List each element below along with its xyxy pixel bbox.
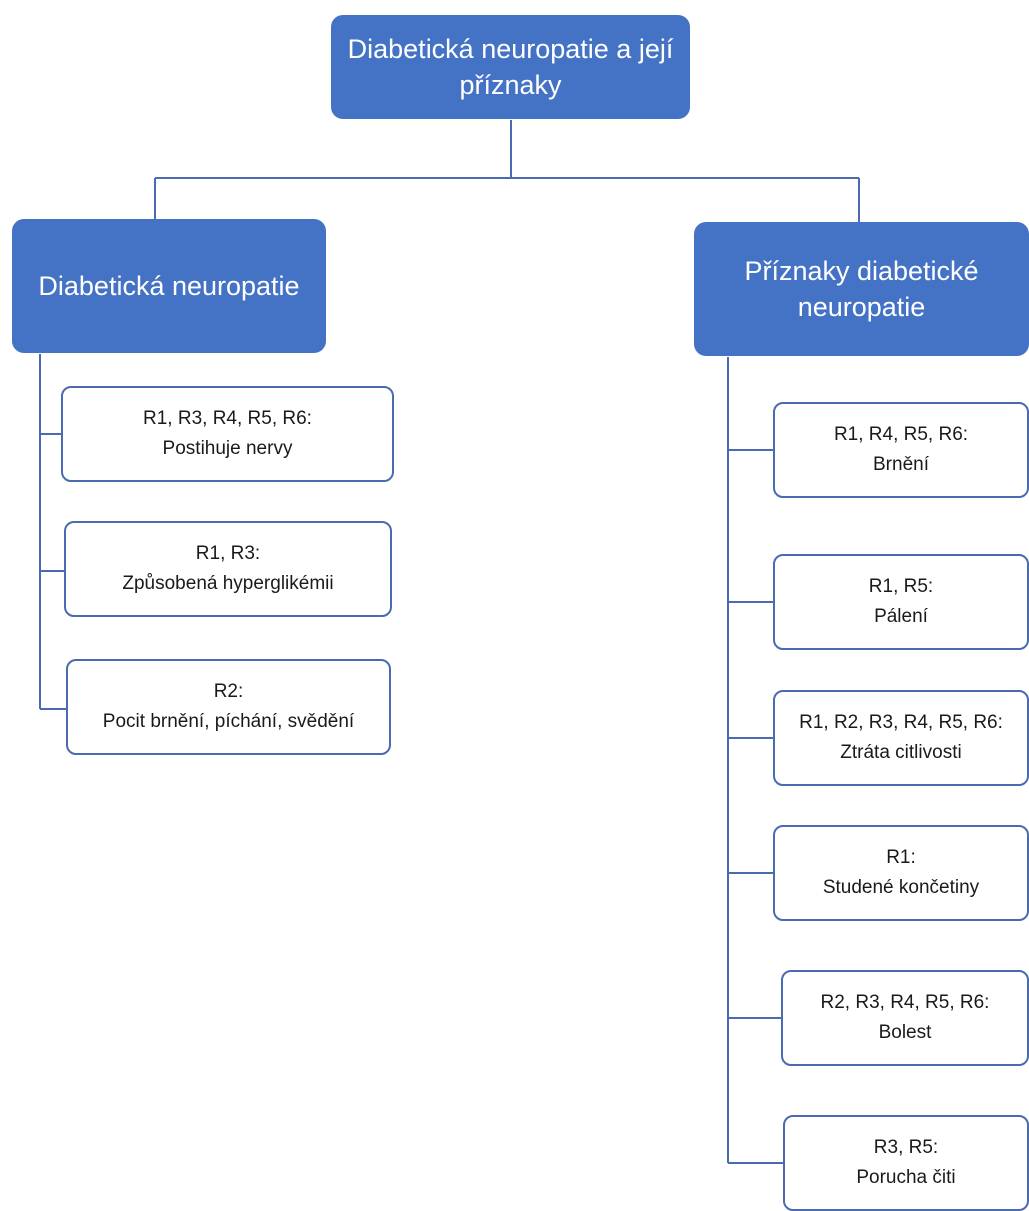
category-title-line-2: neuropatie [797, 292, 926, 322]
leaf-node-zpusobena-hyperglikemii: R1, R3: Způsobená hyperglikémii [64, 521, 392, 617]
leaf-text: Studené končetiny [822, 877, 980, 898]
category-title: Diabetická neuropatie [38, 271, 300, 301]
leaf-text: Brnění [873, 454, 929, 475]
leaf-refs: R1: [886, 847, 916, 868]
leaf-text: Pocit brnění, píchání, svědění [102, 711, 355, 732]
leaf-refs: R2: [213, 681, 244, 702]
leaf-node-bolest: R2, R3, R4, R5, R6: Bolest [781, 970, 1029, 1066]
leaf-node-ztrata-citlivosti: R1, R2, R3, R4, R5, R6: Ztráta citlivost… [773, 690, 1029, 786]
root-title-line-2: příznaky [459, 70, 562, 100]
leaf-node-brneni: R1, R4, R5, R6: Brnění [773, 402, 1029, 498]
category-node-priznaky: Příznaky diabetické neuropatie [694, 222, 1029, 356]
leaf-refs: R3, R5: [873, 1137, 939, 1158]
leaf-text: Ztráta citlivosti [840, 742, 962, 763]
leaf-refs: R1, R5: [868, 576, 934, 597]
category-title-line-1: Příznaky diabetické [744, 256, 979, 286]
leaf-refs: R1, R2, R3, R4, R5, R6: [799, 712, 1003, 733]
category-node-diabeticka-neuropatie: Diabetická neuropatie [12, 219, 326, 353]
leaf-text: Porucha čiti [856, 1167, 956, 1188]
leaf-text: Pálení [874, 606, 928, 627]
leaf-text: Postihuje nervy [162, 438, 293, 459]
leaf-node-porucha-citi: R3, R5: Porucha čiti [783, 1115, 1029, 1211]
leaf-refs: R2, R3, R4, R5, R6: [820, 992, 990, 1013]
leaf-refs: R1, R3, R4, R5, R6: [143, 408, 312, 429]
leaf-text: Způsobená hyperglikémii [122, 573, 334, 594]
leaf-node-paleni: R1, R5: Pálení [773, 554, 1029, 650]
root-title-line-1: Diabetická neuropatie a její [347, 34, 674, 64]
leaf-refs: R1, R3: [195, 543, 261, 564]
root-node: Diabetická neuropatie a její příznaky [331, 15, 690, 119]
leaf-node-postihuje-nervy: R1, R3, R4, R5, R6: Postihuje nervy [61, 386, 394, 482]
leaf-refs: R1, R4, R5, R6: [833, 424, 969, 445]
leaf-node-studene-koncetiny: R1: Studené končetiny [773, 825, 1029, 921]
leaf-node-pocit-brneni: R2: Pocit brnění, píchání, svědění [66, 659, 391, 755]
leaf-text: Bolest [878, 1022, 932, 1043]
